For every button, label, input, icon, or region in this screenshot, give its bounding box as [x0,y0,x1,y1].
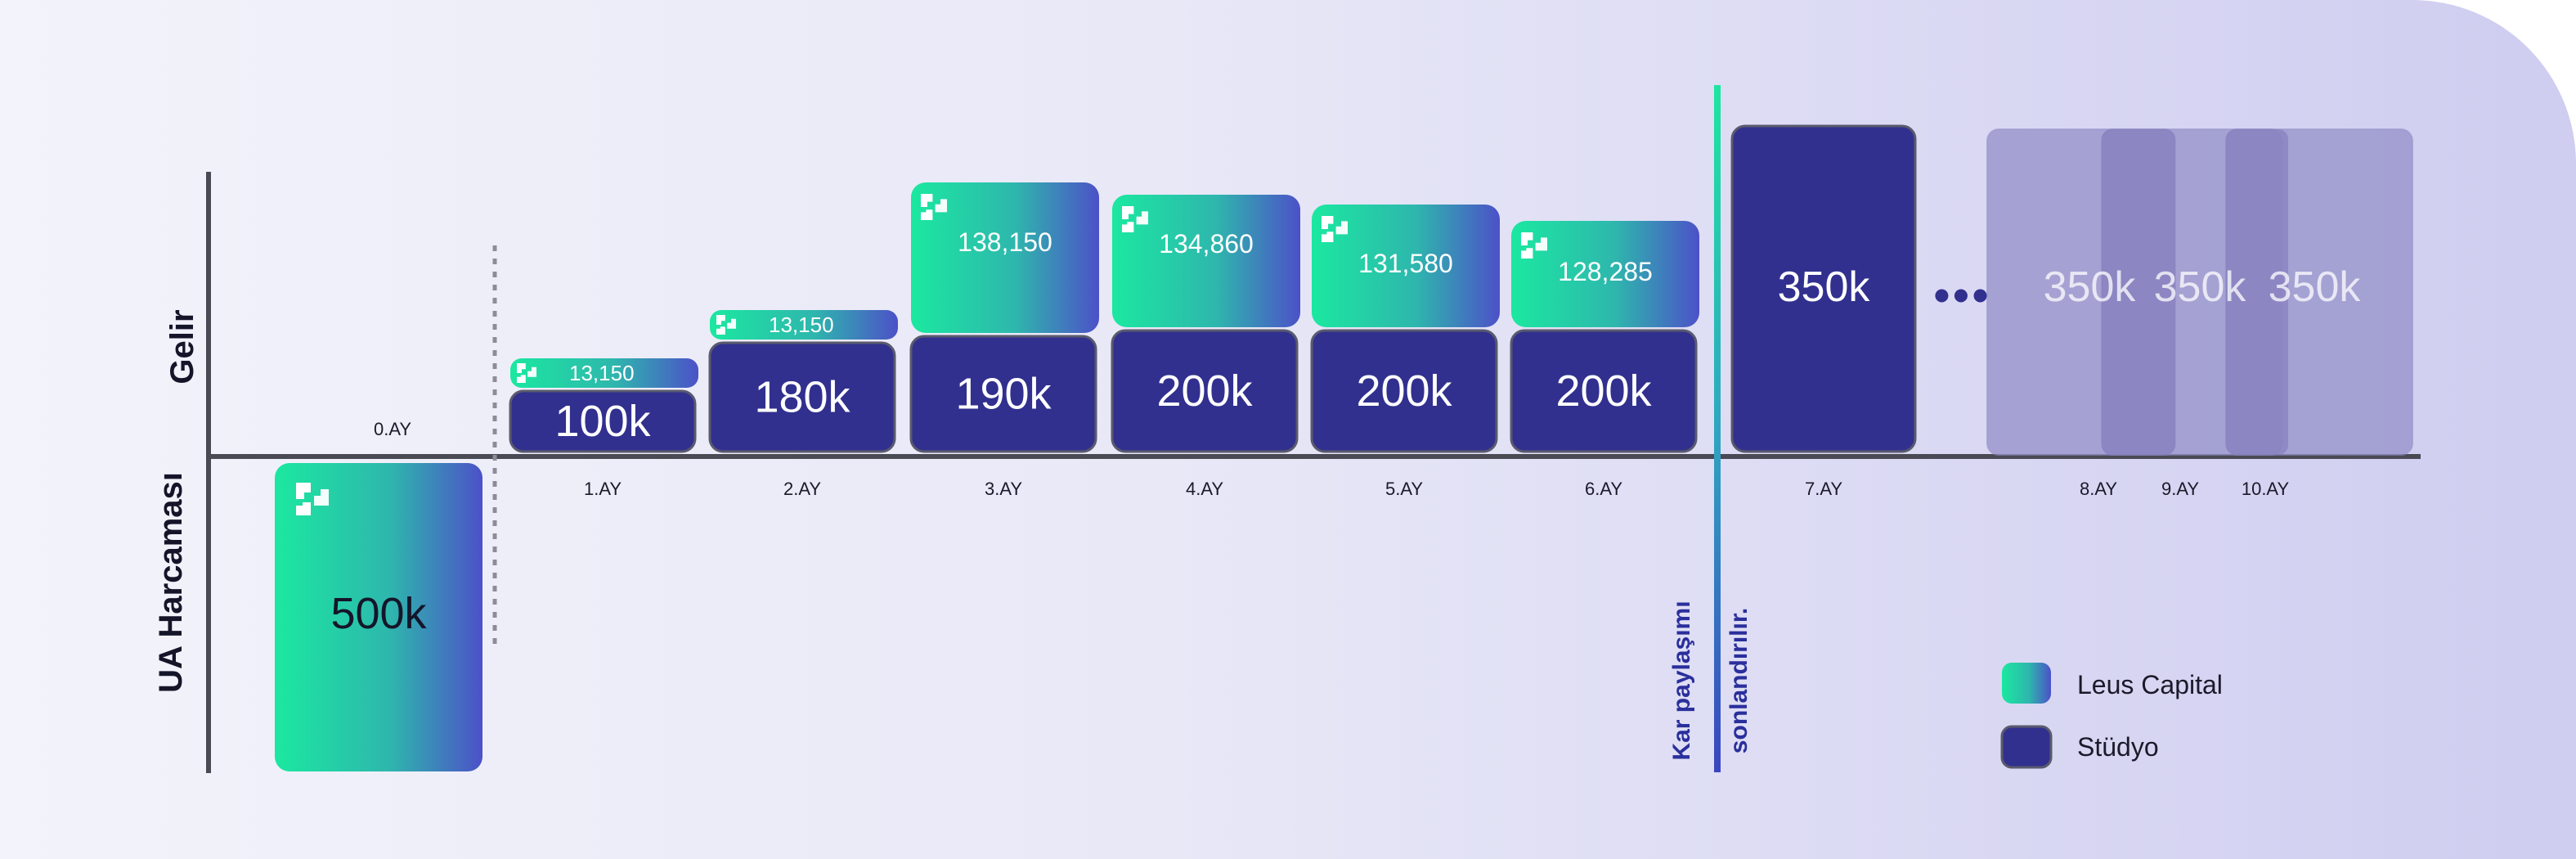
studio-bar [509,389,697,453]
x-tick-label: 3.AY [985,479,1022,499]
studio-bar-value: 100k [554,397,651,446]
studio-bar [1111,329,1299,453]
leus-bar [1511,221,1699,327]
profit-share-divider [1714,85,1721,772]
studio-bar-value: 350k [1778,263,1871,311]
x-tick-label: 8.AY [2080,479,2117,499]
studio-bar-value: 200k [1555,367,1652,416]
x-tick-label: 7.AY [1805,479,1842,499]
studio-bar [1310,329,1498,453]
leus-bar [510,358,698,388]
legend-label-studio: Stüdyo [2077,732,2159,762]
future-bar-value: 350k [2154,263,2247,311]
future-bar-value: 350k [2269,263,2362,311]
legend-swatch-leus [2002,663,2051,704]
leus-bar [710,310,898,340]
leus-bar [1112,195,1300,327]
x-tick-label: 5.AY [1385,479,1423,499]
studio-bar-value: 200k [1356,367,1452,416]
leus-bar [1312,205,1500,327]
x-tick-label: 10.AY [2242,479,2290,499]
leus-bar-value: 13,150 [569,361,635,385]
x-tick-label: 6.AY [1585,479,1622,499]
future-overlap-band [2226,129,2288,455]
x-tick-label: 2.AY [783,479,821,499]
ellipsis-indicator: ••• [1934,269,1992,321]
divider-label-line1: Kar paylaşımı [1668,600,1695,760]
x-tick-label: 9.AY [2161,479,2199,499]
ua-spend-value: 500k [330,589,427,638]
leus-bar-value: 128,285 [1558,257,1653,286]
y-axis-title-top: Gelir [164,309,200,384]
studio-bar-value: 180k [754,373,850,422]
leus-bar-value: 13,150 [769,313,834,337]
x-tick-label: 0.AY [374,419,411,439]
studio-bar-value: 190k [955,370,1052,419]
divider-label-line2: sonlandırılır. [1726,608,1752,753]
studio-bar [909,335,1097,453]
y-axis-title-bottom: UA Harcaması [153,472,189,693]
x-tick-label: 4.AY [1186,479,1223,499]
legend-label-leus: Leus Capital [2077,670,2223,699]
studio-bar [1730,124,1917,453]
legend-swatch-studio [2000,725,2053,769]
leus-bar-value: 138,150 [958,227,1052,257]
ua-spend-bar [275,463,482,771]
leus-bar-value: 134,860 [1159,229,1254,259]
studio-bar [1510,329,1698,453]
future-bar-value: 350k [2044,263,2137,311]
studio-bar-value: 200k [1156,367,1253,416]
leus-bar-value: 131,580 [1358,249,1453,278]
studio-bar [708,341,896,453]
leus-bar [911,182,1099,333]
x-tick-label: 1.AY [584,479,622,499]
future-overlap-band [2102,129,2175,455]
